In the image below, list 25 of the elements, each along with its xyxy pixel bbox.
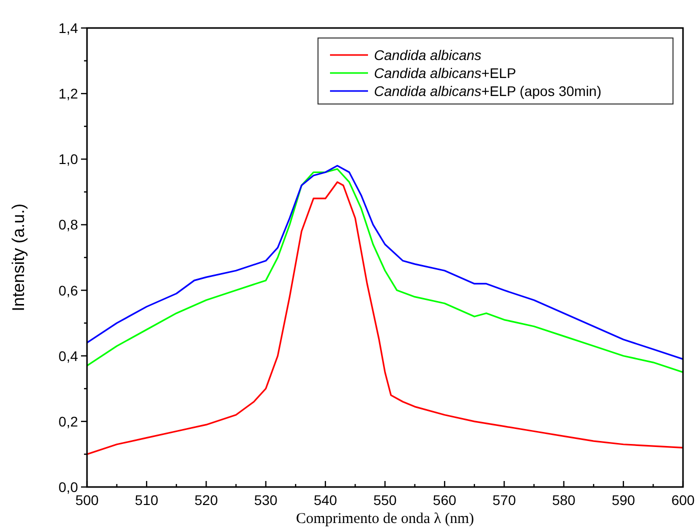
x-tick-label: 510 — [134, 492, 158, 508]
x-axis-title: Comprimento de onda λ (nm) — [296, 511, 474, 527]
x-tick-label: 540 — [314, 492, 338, 508]
legend-label: Candida albicans+ELP — [374, 65, 516, 81]
x-tick-label: 530 — [254, 492, 278, 508]
x-tick-label: 500 — [75, 492, 99, 508]
x-tick-label: 550 — [373, 492, 397, 508]
line-series — [87, 181, 683, 456]
x-tick-label: 590 — [612, 492, 636, 508]
x-tick-label: 520 — [194, 492, 218, 508]
y-tick-label: 0,0 — [58, 479, 78, 495]
legend-label: Candida albicans — [374, 47, 482, 63]
y-tick-label: 1,4 — [58, 20, 78, 36]
y-tick-label: 1,2 — [58, 86, 78, 102]
y-tick-label: 0,8 — [58, 216, 78, 233]
y-tick-label: 0,6 — [58, 282, 78, 298]
legend-label: Candida albicans+ELP (apos 30min) — [374, 83, 602, 99]
x-tick-label: 580 — [552, 492, 576, 508]
y-tick-label: 0,4 — [58, 348, 78, 364]
y-axis-title: Intensity (a.u.) — [9, 204, 28, 312]
y-tick-label: 1,0 — [58, 151, 78, 168]
x-tick-label: 600 — [671, 492, 695, 508]
y-tick-label: 0,2 — [58, 413, 78, 430]
x-tick-label: 570 — [492, 492, 516, 508]
x-tick-label: 560 — [432, 492, 456, 508]
